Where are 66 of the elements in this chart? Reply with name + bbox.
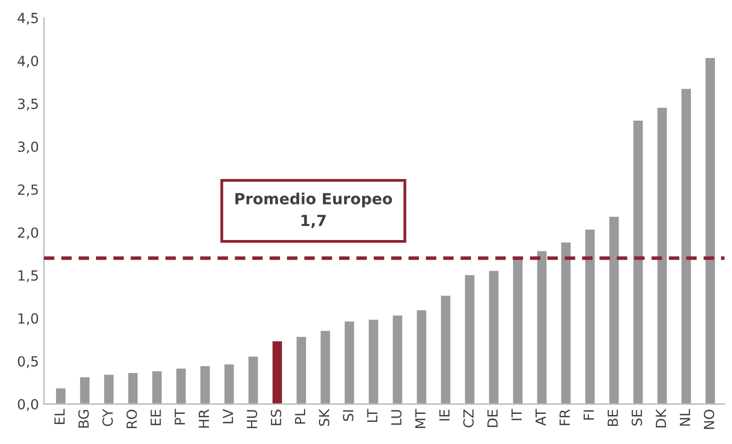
bar (102, 373, 115, 404)
x-tick-label: DK (656, 408, 666, 428)
bar (560, 241, 572, 404)
bar (440, 294, 452, 404)
x-tick-label: NO (704, 410, 714, 429)
y-tick-label: 1,5 (18, 270, 38, 282)
x-tick-label: RO (126, 410, 137, 428)
bar (391, 314, 404, 404)
x-tick-label: ES (270, 410, 282, 426)
y-tick-label: 3,0 (18, 141, 38, 154)
x-tick-label: CZ (463, 410, 474, 428)
x-tick-label: PL (295, 408, 306, 424)
x-tick-label: EE (150, 410, 161, 426)
bar (295, 336, 308, 404)
x-tick-label: NL (680, 408, 690, 426)
x-tick-label: LV (222, 409, 233, 424)
x-tick-label: BE (608, 410, 618, 426)
bar (632, 119, 644, 404)
bar (223, 363, 236, 404)
x-tick-label: DE (487, 410, 498, 428)
x-tick-label: CY (102, 408, 113, 426)
x-tick-label: LT (367, 408, 378, 422)
bar (247, 355, 260, 404)
y-tick-label: 4,0 (18, 56, 38, 68)
bar (271, 340, 284, 404)
bar (536, 250, 548, 404)
bar (126, 372, 140, 404)
y-tick-label: 2,0 (18, 227, 38, 240)
bar (704, 56, 716, 404)
x-tick-label: IE (439, 410, 450, 420)
bar (584, 228, 596, 404)
bar (680, 87, 692, 404)
bar (656, 106, 668, 404)
bar (464, 274, 476, 404)
bar (367, 318, 380, 404)
bar (319, 330, 332, 404)
bar (174, 367, 188, 404)
x-tick-label: EL (54, 408, 65, 424)
x-tick-label: FR (560, 409, 570, 426)
y-tick-label: 2,5 (18, 184, 38, 196)
ref-line-label: Promedio Europeo 1,7 (235, 192, 392, 228)
x-tick-label: MT (415, 408, 426, 428)
x-tick-label: SK (318, 408, 330, 426)
y-tick-label: 3,5 (18, 98, 38, 110)
x-tick-label: PT (174, 408, 185, 424)
x-tick-label: BG (78, 410, 89, 428)
bar (488, 269, 500, 404)
x-tick-label: SI (342, 410, 354, 421)
x-tick-label: AT (536, 408, 546, 426)
y-tick-label: 0,0 (18, 399, 38, 411)
x-tick-label: IT (512, 408, 522, 420)
x-tick-label: LU (391, 410, 402, 425)
y-tick-label: 0,5 (18, 356, 38, 368)
y-tick-label: 1,0 (18, 313, 38, 326)
bar (415, 308, 428, 404)
bar (150, 370, 164, 404)
x-tick-label: SE (632, 410, 642, 426)
x-tick-label: FI (584, 410, 594, 420)
bar (198, 364, 212, 404)
bar (343, 320, 356, 404)
bar (608, 215, 620, 404)
x-tick-label: HU (246, 410, 258, 428)
y-tick-label: 4,5 (18, 12, 38, 25)
x-tick-label: HR (198, 409, 209, 428)
bar (54, 387, 67, 404)
bar (78, 376, 91, 404)
